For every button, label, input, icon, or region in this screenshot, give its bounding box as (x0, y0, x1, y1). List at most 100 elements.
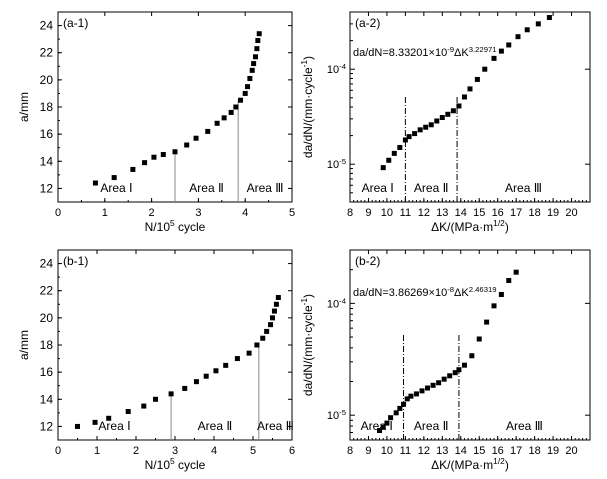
data-point (491, 303, 497, 309)
data-point (469, 353, 475, 359)
x-axis-label: N/105 cycle (145, 456, 206, 472)
y-tick-label: 12 (40, 181, 54, 195)
panel-label: (a-2) (355, 16, 380, 30)
y-tick-label: 20 (40, 73, 54, 87)
panel-label: (b-1) (63, 254, 88, 268)
data-point (425, 385, 431, 391)
panel-label: (b-2) (355, 254, 380, 268)
data-point (106, 415, 112, 421)
data-point (413, 391, 419, 397)
area-label: Area Ⅱ (414, 181, 449, 195)
data-point (125, 409, 131, 414)
data-point (228, 109, 234, 115)
data-point (404, 396, 410, 402)
x-axis-label: ΔK/(MPa·m1/2) (431, 218, 509, 234)
x-tick-label: 0 (55, 445, 61, 457)
area-label: Area Ⅰ (362, 181, 394, 195)
x-tick-label: 16 (492, 445, 504, 457)
x-tick-label: 17 (510, 207, 522, 219)
data-point (417, 127, 423, 133)
data-point (273, 301, 279, 307)
data-point (184, 142, 190, 148)
data-point (254, 342, 260, 348)
x-tick-label: 15 (473, 445, 485, 457)
data-point (271, 308, 277, 314)
data-point (245, 84, 251, 90)
data-point (423, 124, 429, 130)
data-point (515, 34, 521, 40)
data-point (498, 292, 504, 298)
data-point (419, 388, 425, 394)
data-point (402, 137, 408, 143)
data-point (270, 315, 275, 321)
data-point (393, 410, 399, 416)
plot-frame (349, 249, 591, 441)
panel-a-2: 8 9 10 11 12 13 14 15 16 17 18 19 20 10-5 10-4 Area Ⅰ Ar… (299, 11, 591, 234)
plot-frame (349, 11, 591, 203)
data-point (242, 90, 248, 96)
area-label: Area Ⅲ (257, 419, 294, 433)
data-point (203, 373, 209, 379)
y-tick-label: 16 (40, 365, 54, 379)
y-tick-label: 22 (40, 46, 54, 60)
y-tick-label: 10-5 (327, 157, 346, 172)
data-point (447, 373, 453, 379)
data-point (160, 152, 166, 157)
x-tick-label: 5 (250, 445, 256, 457)
x-tick-label: 5 (289, 207, 295, 219)
area-label: Area Ⅲ (505, 181, 542, 195)
x-tick-label: 10 (381, 207, 393, 219)
data-point (223, 362, 229, 368)
x-tick-label: 20 (565, 207, 577, 219)
data-point (397, 405, 403, 411)
x-tick-label: 1 (94, 445, 100, 457)
data-point (484, 319, 490, 325)
x-tick-label: 12 (418, 207, 430, 219)
data-point (461, 94, 467, 100)
x-tick-label: 11 (400, 445, 411, 457)
data-point (439, 115, 445, 121)
data-point (513, 269, 519, 275)
data-point (524, 27, 530, 33)
data-point (213, 368, 219, 374)
x-tick-label: 19 (547, 207, 559, 219)
data-point (234, 356, 240, 362)
data-point (142, 160, 148, 166)
data-point (535, 21, 541, 27)
data-point (247, 76, 253, 81)
data-point (151, 154, 157, 160)
area-label: Area Ⅱ (414, 419, 449, 433)
data-point (233, 104, 239, 110)
data-point (506, 278, 512, 284)
y-tick-label: 16 (40, 127, 54, 141)
x-tick-label: 13 (436, 207, 448, 219)
data-point (380, 424, 386, 430)
data-point (254, 46, 260, 52)
data-point (256, 31, 262, 37)
y-tick-label: 12 (40, 419, 54, 433)
fit-equation: da/dN=8.33201×10-9ΔK3.22971 (353, 45, 497, 60)
data-point (456, 103, 462, 109)
data-point (111, 175, 117, 181)
data-point (255, 38, 261, 43)
data-point (238, 97, 244, 103)
x-axis-label: ΔK/(MPa·m1/2) (431, 456, 509, 472)
data-point (275, 295, 281, 300)
data-point (249, 67, 255, 73)
data-point (482, 66, 488, 72)
data-point (168, 391, 174, 397)
data-point (408, 393, 414, 399)
data-point (498, 48, 504, 54)
y-tick-label: 24 (40, 19, 54, 33)
x-tick-label: 13 (436, 445, 448, 457)
panel-label: (a-1) (63, 16, 88, 30)
data-point (456, 367, 462, 373)
data-point (406, 134, 412, 140)
x-tick-label: 19 (547, 445, 559, 457)
x-tick-label: 3 (195, 207, 201, 219)
y-axis-label: da/dN/(mm·cycle-1) (299, 56, 315, 158)
x-tick-label: 1 (102, 207, 108, 219)
